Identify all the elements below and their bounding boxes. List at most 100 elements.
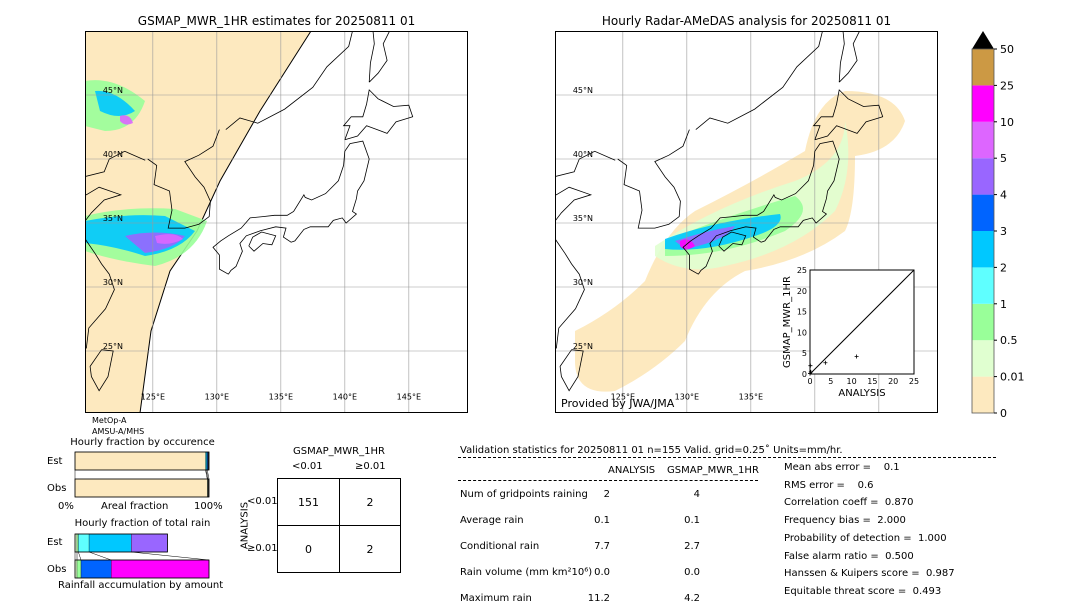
colorbar-tick-label: 3 — [1000, 225, 1007, 238]
lon-label: 135°E — [269, 393, 293, 402]
lon-label: 130°E — [205, 393, 229, 402]
diagonal-line — [809, 269, 915, 375]
connector-line — [206, 469, 209, 480]
x-tick-label: 25 — [909, 377, 919, 386]
y-axis-label: GSMAP_MWR_1HR — [782, 276, 793, 368]
occurrence-title: Hourly fraction by occurence — [70, 437, 215, 448]
lon-label: 145°E — [397, 393, 421, 402]
x-tick-label: 10 — [847, 377, 857, 386]
bar-segment-obs — [111, 559, 210, 579]
bar-outline — [74, 559, 210, 579]
coastline-korea — [617, 129, 690, 229]
map-frame — [555, 31, 938, 413]
connector-line — [207, 469, 210, 480]
bar-segment-est — [74, 451, 206, 471]
data-point — [808, 371, 812, 376]
stat-a: 0.0 — [594, 567, 610, 578]
data-point — [854, 354, 859, 359]
x-tick-label: 5 — [828, 377, 833, 386]
rain-fraction-title: Hourly fraction of total rain — [74, 518, 211, 529]
y-tick-label: 10 — [797, 328, 807, 337]
coastline-hokkaido — [342, 89, 414, 141]
colorbar: 0 0.01 0.5 1 2 3 4 5 10 25 50 — [971, 31, 1025, 420]
cell-0-1: 2 — [339, 478, 401, 526]
stat-g: 4.2 — [684, 593, 700, 604]
data-point — [808, 363, 813, 368]
stat-label: Rain volume (mm km²10⁶) — [460, 567, 593, 578]
left-map: 45°N 40°N 35°N 30°N 25°N 125°E 130°E 135°E 140°E… — [85, 31, 468, 413]
coastline-japan — [682, 140, 840, 275]
rain-area — [155, 234, 183, 244]
obs-label-2: Obs — [47, 564, 67, 575]
stat-a: 11.2 — [587, 593, 610, 604]
lon-label: 125°E — [141, 393, 165, 402]
bar-segment-obs — [74, 478, 208, 498]
y-tick-label: 25 — [797, 266, 807, 275]
score-line: Equitable threat score = 0.493 — [784, 585, 942, 597]
lat-label: 30°N — [573, 278, 593, 287]
coastline-russia — [695, 31, 823, 130]
bar-segment-est — [78, 533, 90, 553]
divider — [458, 457, 996, 458]
score-line: Correlation coeff = 0.870 — [784, 497, 914, 509]
x-tick-label: 20 — [888, 377, 898, 386]
coastline-taiwan — [89, 349, 114, 392]
colorbar-tick-label: 4 — [1000, 189, 1007, 202]
lon-label: 135°E — [739, 393, 763, 402]
connector-line — [131, 551, 210, 561]
rain-area — [120, 115, 133, 125]
lat-label: 45°N — [103, 86, 123, 95]
credit-text: Provided by JWA/JMA — [561, 397, 675, 410]
lon-label: 130°E — [675, 393, 699, 402]
colorbar-segment — [972, 49, 994, 86]
coastline-china — [85, 150, 146, 349]
score-line: RMS error = 0.6 — [784, 479, 874, 491]
left-map-title: GSMAP_MWR_1HR estimates for 20250811 01 — [137, 14, 416, 28]
coastline-korea — [147, 129, 220, 229]
stat-a: 2 — [603, 489, 610, 500]
bar-outline — [74, 478, 210, 498]
stat-g: 0.0 — [684, 567, 700, 578]
bar-segment-obs — [76, 559, 82, 579]
col-label-0: <0.01 — [292, 461, 323, 472]
score-line: Mean abs error = 0.1 — [784, 462, 900, 473]
scatter-plot: 00 5 5 10 10 15 15 20 20 25 25 ANALYSIS GSMAP_MWR_1H… — [782, 266, 919, 399]
data-point — [823, 360, 828, 365]
bar-outline — [74, 451, 210, 471]
rain-fraction-bars — [74, 533, 210, 579]
map-frame — [85, 31, 468, 413]
row-label-1: ≥0.01 — [247, 543, 278, 554]
bar-segment-est — [131, 533, 168, 553]
colorbar-tick-label: 0 — [1000, 407, 1007, 420]
colorbar-segment — [972, 303, 994, 341]
obs-label: Obs — [47, 483, 67, 494]
bar-segment-est — [88, 533, 132, 553]
bar-outline — [74, 533, 168, 553]
rain-fraction-xlabel: Rainfall accumulation by amount — [58, 580, 224, 591]
row-label-0: <0.01 — [247, 496, 278, 507]
colorbar-tick-label: 2 — [1000, 261, 1007, 274]
y-tick-label: 15 — [797, 308, 807, 317]
colorbar-tick-label: 5 — [1000, 152, 1007, 165]
coastline-hokkaido — [812, 89, 884, 141]
occurrence-bars — [74, 451, 210, 498]
col-analysis: ANALYSIS — [608, 465, 656, 476]
bar-segment-est — [76, 533, 79, 553]
lat-label: 30°N — [103, 278, 123, 287]
colorbar-tick-label: 25 — [1000, 79, 1014, 92]
score-line: Probability of detection = 1.000 — [784, 532, 947, 544]
connector-line — [205, 469, 208, 480]
connector-line — [78, 551, 82, 561]
coastline-japan — [212, 140, 370, 275]
x-axis-label: ANALYSIS — [838, 388, 885, 399]
coastline-china — [555, 150, 616, 349]
rain-area — [95, 90, 135, 116]
stat-g: 2.7 — [684, 541, 700, 552]
colorbar-tick-label: 10 — [1000, 116, 1014, 129]
right-map-title: Hourly Radar-AMeDAS analysis for 2025081… — [601, 14, 892, 28]
stat-label: Average rain — [460, 515, 524, 526]
colorbar-tick-label: 1 — [1000, 298, 1007, 311]
coastline-shikoku — [718, 231, 747, 252]
occurrence-xlabel: Areal fraction — [101, 501, 169, 512]
stat-label: Conditional rain — [460, 541, 540, 552]
